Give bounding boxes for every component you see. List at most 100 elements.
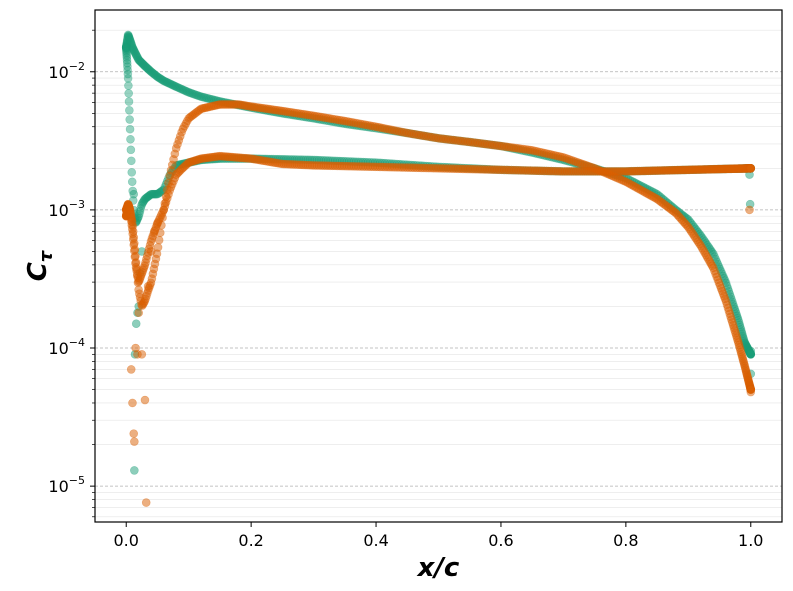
data-point — [123, 32, 133, 41]
data-point — [121, 43, 131, 52]
data-point — [203, 93, 212, 103]
data-point — [129, 45, 139, 55]
data-point — [745, 205, 754, 215]
x-axis-label: x/c — [416, 553, 460, 583]
data-point — [137, 58, 146, 67]
data-point — [122, 45, 131, 55]
data-point — [167, 80, 177, 90]
data-point — [199, 93, 209, 102]
data-point — [125, 33, 134, 43]
data-point — [125, 106, 134, 115]
data-point — [123, 35, 132, 44]
plot-area — [121, 30, 756, 507]
data-point — [122, 58, 132, 68]
y-tick-label-base: 10 — [48, 63, 68, 82]
data-point — [141, 62, 150, 71]
y-tick-label: 10−2 — [48, 60, 85, 82]
data-point — [127, 168, 137, 177]
data-point — [129, 429, 139, 438]
data-point — [150, 226, 159, 236]
data-point — [153, 72, 163, 82]
data-point — [193, 91, 203, 100]
data-point — [122, 55, 132, 65]
x-tick-label: 0.6 — [488, 531, 513, 550]
data-point — [122, 42, 131, 52]
y-axis-label-subscript: τ — [36, 250, 57, 262]
grid-lines — [95, 29, 782, 518]
data-point — [122, 40, 131, 50]
data-point — [149, 69, 159, 79]
data-point — [136, 57, 146, 67]
data-point — [147, 189, 157, 199]
data-point — [122, 36, 132, 46]
x-tick-label: 0.0 — [114, 531, 139, 550]
data-point — [129, 46, 139, 56]
data-point — [132, 52, 142, 62]
data-point — [154, 73, 164, 83]
data-point — [144, 191, 154, 201]
y-tick-label-base: 10 — [48, 201, 68, 220]
data-point — [746, 164, 756, 173]
data-point — [126, 365, 136, 374]
data-point — [132, 51, 141, 61]
data-point — [146, 67, 156, 76]
data-point — [146, 247, 156, 256]
data-point — [130, 47, 140, 57]
series-1-upper-surface — [121, 30, 756, 359]
y-tick-label: 10−4 — [48, 336, 85, 358]
x-tick-label: 1.0 — [738, 531, 763, 550]
data-point — [127, 39, 136, 49]
data-point — [143, 192, 153, 201]
data-point — [121, 42, 131, 52]
data-point — [134, 308, 144, 318]
data-point — [122, 50, 131, 60]
y-axis-label-main: C — [23, 262, 53, 281]
data-point — [129, 189, 139, 199]
data-point — [196, 92, 206, 101]
data-point — [141, 194, 150, 203]
data-point — [125, 34, 134, 44]
data-point — [154, 188, 164, 198]
data-point — [126, 134, 135, 144]
data-point — [128, 398, 137, 408]
data-point — [174, 83, 184, 93]
data-point — [142, 193, 151, 203]
x-tick-label: 0.2 — [238, 531, 263, 550]
data-point — [135, 209, 144, 219]
data-point — [188, 89, 198, 99]
data-point — [122, 39, 131, 49]
data-point — [139, 60, 149, 70]
data-point — [122, 44, 131, 54]
data-point — [171, 82, 181, 91]
data-point — [125, 115, 134, 124]
data-point — [137, 201, 146, 210]
data-point — [192, 90, 201, 100]
y-tick-label: 10−3 — [48, 198, 85, 220]
data-point — [122, 39, 132, 48]
y-tick-label-base: 10 — [48, 339, 68, 358]
data-point — [124, 97, 134, 106]
data-point — [126, 145, 136, 155]
data-point — [144, 65, 154, 75]
data-point — [138, 197, 148, 207]
y-tick-label-exponent: −2 — [69, 60, 85, 73]
data-point — [123, 74, 133, 83]
data-point — [136, 204, 146, 213]
data-point — [190, 90, 200, 99]
data-point — [180, 86, 189, 95]
data-point — [173, 82, 182, 92]
data-point — [140, 195, 149, 204]
data-point — [150, 70, 160, 80]
data-point — [127, 42, 137, 52]
data-point — [125, 124, 135, 134]
data-point — [133, 54, 143, 63]
data-point — [124, 31, 133, 40]
data-point — [123, 33, 132, 43]
data-point — [124, 81, 133, 90]
data-point — [127, 177, 137, 187]
data-point — [198, 92, 207, 102]
data-point — [159, 76, 168, 86]
data-point — [123, 69, 133, 79]
data-point — [143, 281, 153, 291]
